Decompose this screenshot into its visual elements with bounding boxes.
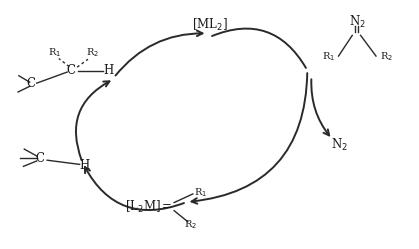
Text: R$_2$: R$_2$ (184, 218, 197, 231)
Text: R$_2$: R$_2$ (380, 50, 393, 63)
Text: H: H (103, 64, 114, 77)
Text: C: C (35, 152, 44, 166)
Text: R$_1$: R$_1$ (194, 186, 207, 199)
Text: [L$_2$M]$=$: [L$_2$M]$=$ (125, 199, 173, 215)
Text: R$_2$: R$_2$ (85, 47, 98, 60)
Text: H: H (80, 159, 90, 172)
Text: N$_2$: N$_2$ (349, 14, 366, 30)
Text: [ML$_2$]: [ML$_2$] (191, 17, 228, 33)
Text: C: C (67, 64, 76, 77)
Text: R$_1$: R$_1$ (322, 50, 335, 63)
Text: C: C (27, 77, 36, 90)
Text: R$_1$: R$_1$ (48, 47, 61, 60)
Text: N$_2$: N$_2$ (331, 137, 348, 153)
